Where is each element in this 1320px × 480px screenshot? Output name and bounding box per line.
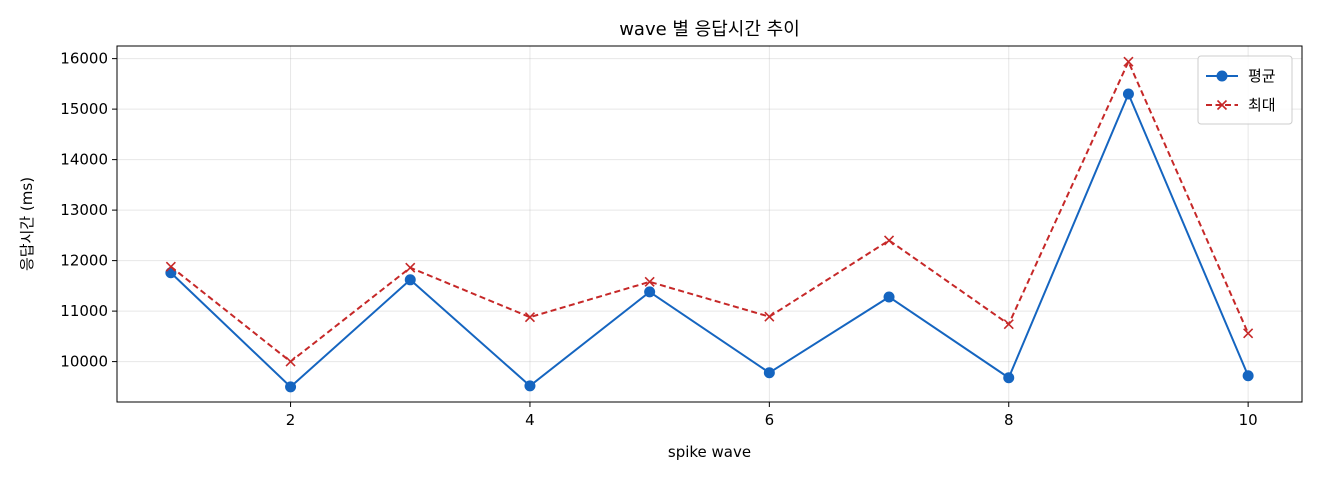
legend-marker bbox=[1216, 70, 1228, 82]
y-tick-label: 15000 bbox=[60, 100, 108, 118]
data-point bbox=[524, 312, 536, 323]
x-marker-stroke bbox=[764, 311, 775, 322]
plot-frame bbox=[116, 45, 1303, 403]
y-tick-label: 10000 bbox=[60, 353, 108, 371]
legend-box bbox=[1197, 55, 1293, 125]
data-point bbox=[1243, 328, 1254, 339]
x-axis-label: spike wave bbox=[668, 443, 751, 461]
data-point bbox=[883, 235, 895, 246]
series-line bbox=[170, 60, 1250, 363]
data-point bbox=[524, 380, 536, 392]
series-layer bbox=[165, 56, 1254, 393]
x-marker-stroke bbox=[1216, 99, 1228, 111]
x-tick-label: 10 bbox=[1239, 411, 1258, 429]
legend-item-1: 평균 bbox=[1206, 67, 1276, 85]
series-line bbox=[170, 92, 1250, 388]
axis-ticks: 2 4 6 8 10 10000 11000 12000 13000 14000 15000 1600… bbox=[60, 50, 1257, 429]
chart-title: wave 별 응답시간 추이 bbox=[619, 19, 800, 40]
data-point bbox=[285, 356, 296, 367]
legend-label: 최대 bbox=[1248, 96, 1276, 114]
x-marker-stroke bbox=[1003, 319, 1014, 330]
data-point bbox=[764, 311, 775, 322]
y-tick-label: 12000 bbox=[60, 252, 108, 270]
x-marker-stroke bbox=[1123, 56, 1134, 67]
x-tick-label: 4 bbox=[525, 411, 535, 429]
legend-item-2: 최대 bbox=[1206, 96, 1276, 114]
x-tick-label: 2 bbox=[286, 411, 296, 429]
x-marker-stroke bbox=[524, 312, 536, 323]
data-point bbox=[1003, 319, 1014, 330]
data-point bbox=[285, 381, 297, 393]
data-point bbox=[883, 291, 895, 303]
data-point bbox=[1123, 56, 1134, 67]
data-point bbox=[644, 286, 656, 298]
data-point bbox=[165, 261, 176, 272]
x-marker-stroke bbox=[165, 261, 176, 272]
y-tick-label: 14000 bbox=[60, 151, 108, 169]
legend-label: 평균 bbox=[1248, 67, 1276, 85]
legend-marker bbox=[1216, 99, 1228, 111]
x-marker-stroke bbox=[883, 235, 895, 246]
y-axis-label: 응답시간 (ms) bbox=[18, 177, 36, 271]
x-marker-stroke bbox=[405, 262, 416, 273]
x-marker-stroke bbox=[1243, 328, 1254, 339]
x-marker-stroke bbox=[644, 276, 655, 287]
x-tick-label: 6 bbox=[765, 411, 775, 429]
data-point bbox=[405, 262, 416, 273]
x-marker-stroke bbox=[285, 356, 296, 367]
x-tick-label: 8 bbox=[1004, 411, 1014, 429]
y-tick-label: 13000 bbox=[60, 201, 108, 219]
data-point bbox=[763, 367, 775, 379]
y-tick-label: 16000 bbox=[60, 50, 108, 68]
data-point bbox=[1122, 88, 1134, 100]
series-1 bbox=[165, 88, 1254, 393]
series-2 bbox=[165, 56, 1254, 367]
data-point bbox=[404, 274, 416, 286]
data-point bbox=[1242, 370, 1254, 382]
y-tick-label: 11000 bbox=[60, 302, 108, 320]
data-point bbox=[1003, 372, 1015, 384]
data-point bbox=[644, 276, 655, 287]
grid bbox=[117, 46, 1302, 402]
